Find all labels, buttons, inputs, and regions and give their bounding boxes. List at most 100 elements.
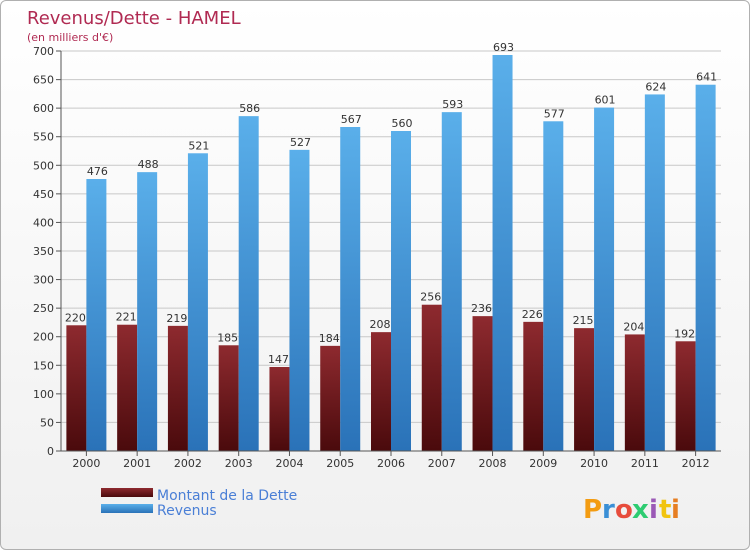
bar-revenus-label: 693 xyxy=(493,41,514,54)
bar-revenus-label: 476 xyxy=(87,165,108,178)
bar-debt-label: 215 xyxy=(573,314,594,327)
bar-debt xyxy=(523,321,544,451)
bar-debt xyxy=(574,328,595,451)
chart-subtitle: (en milliers d'€) xyxy=(27,31,113,44)
bar-revenus-label: 586 xyxy=(239,102,260,115)
bar-revenus xyxy=(391,131,411,451)
x-tick-label: 2001 xyxy=(123,457,151,470)
y-tick-label: 0 xyxy=(47,445,54,458)
bar-revenus xyxy=(238,116,259,452)
bar-revenus-label: 527 xyxy=(290,136,311,149)
bar-debt-label: 236 xyxy=(471,302,492,315)
bar-debt xyxy=(421,304,442,451)
bar-revenus xyxy=(289,149,310,451)
bar-debt xyxy=(66,325,87,451)
y-tick-label: 450 xyxy=(33,188,54,201)
bar-debt-label: 226 xyxy=(522,308,543,321)
legend: Montant de la Dette Revenus xyxy=(101,488,297,519)
bar-revenus-label: 560 xyxy=(392,117,413,130)
x-tick-label: 2011 xyxy=(631,457,659,470)
bar-revenus-label: 624 xyxy=(645,80,666,93)
legend-swatch-revenus xyxy=(101,504,153,513)
y-tick-label: 500 xyxy=(33,159,54,172)
bar-revenus-label: 601 xyxy=(595,94,616,107)
brand-letter: i xyxy=(649,495,658,525)
brand-letter: x xyxy=(632,495,649,525)
bar-debt-label: 185 xyxy=(217,331,238,344)
y-tick-label: 350 xyxy=(33,245,54,258)
x-tick-label: 2004 xyxy=(275,457,303,470)
y-tick-label: 150 xyxy=(33,359,54,372)
bar-revenus-label: 488 xyxy=(138,158,159,171)
bar-debt-label: 204 xyxy=(623,320,644,333)
x-axis-ticks: 2000 2001 2002 2003 2004 2005 2006 2007 2008 2009… xyxy=(72,451,710,470)
bar-revenus xyxy=(594,107,615,452)
bar-revenus-label: 641 xyxy=(696,71,717,84)
bar-debt-label: 184 xyxy=(319,332,340,345)
x-tick-label: 2006 xyxy=(377,457,405,470)
bar-debt-label: 147 xyxy=(268,353,289,366)
bar-debt xyxy=(269,367,290,451)
bar-revenus-label: 577 xyxy=(544,107,565,120)
bar-debt xyxy=(218,345,239,451)
brand-letter: o xyxy=(615,495,633,525)
brand-letter: r xyxy=(602,495,615,525)
y-tick-label: 600 xyxy=(33,102,54,115)
data-labels: 220 476 221 488 219 521 185 586 147 527 184 567 208 5… xyxy=(65,41,717,366)
y-tick-label: 700 xyxy=(33,45,54,58)
brand-letter: P xyxy=(583,495,602,525)
bar-revenus xyxy=(543,121,564,452)
y-axis-ticks: 0 50 100 150 200 250 300 350 400 450 500 550 600 650 7… xyxy=(33,45,61,458)
bar-debt-label: 256 xyxy=(420,291,441,304)
bar-debt xyxy=(117,324,138,451)
bar-debt xyxy=(624,334,645,451)
x-tick-label: 2012 xyxy=(682,457,710,470)
bar-debt-label: 220 xyxy=(65,311,86,324)
x-tick-label: 2010 xyxy=(580,457,608,470)
bar-debt xyxy=(167,325,188,451)
y-tick-label: 50 xyxy=(40,416,54,429)
bar-debt-label: 221 xyxy=(116,311,137,324)
bar-revenus xyxy=(137,172,158,451)
brand-letter: t xyxy=(659,495,671,525)
bar-debt xyxy=(320,345,341,451)
x-tick-label: 2002 xyxy=(174,457,202,470)
bar-revenus-label: 521 xyxy=(188,139,209,152)
y-tick-label: 250 xyxy=(33,302,54,315)
x-tick-label: 2007 xyxy=(428,457,456,470)
bar-revenus xyxy=(644,94,665,451)
bars xyxy=(66,55,716,452)
bar-debt-label: 208 xyxy=(370,318,391,331)
bar-revenus xyxy=(695,84,716,451)
bar-revenus xyxy=(441,112,462,452)
bar-revenus-label: 593 xyxy=(442,98,463,111)
bar-revenus xyxy=(492,55,513,451)
y-tick-label: 300 xyxy=(33,274,54,287)
legend-swatch-debt xyxy=(101,488,153,497)
x-tick-label: 2003 xyxy=(225,457,253,470)
bar-revenus xyxy=(187,153,208,452)
x-tick-label: 2000 xyxy=(72,457,100,470)
x-tick-label: 2005 xyxy=(326,457,354,470)
x-tick-label: 2009 xyxy=(529,457,557,470)
bar-debt xyxy=(371,332,391,451)
chart-title: Revenus/Dette - HAMEL xyxy=(27,8,241,29)
bar-debt xyxy=(675,341,696,451)
legend-label-debt: Montant de la Dette xyxy=(157,488,297,504)
bar-revenus xyxy=(340,127,361,451)
bar-revenus xyxy=(86,179,107,451)
legend-label-revenus: Revenus xyxy=(157,503,217,519)
y-tick-label: 650 xyxy=(33,74,54,87)
bar-revenus-label: 567 xyxy=(341,113,362,126)
x-tick-label: 2008 xyxy=(479,457,507,470)
y-tick-label: 200 xyxy=(33,331,54,344)
y-tick-label: 550 xyxy=(33,131,54,144)
bar-debt xyxy=(472,316,493,451)
y-tick-label: 100 xyxy=(33,388,54,401)
bar-debt-label: 219 xyxy=(166,312,187,325)
bar-debt-label: 192 xyxy=(674,327,695,340)
y-tick-label: 400 xyxy=(33,216,54,229)
